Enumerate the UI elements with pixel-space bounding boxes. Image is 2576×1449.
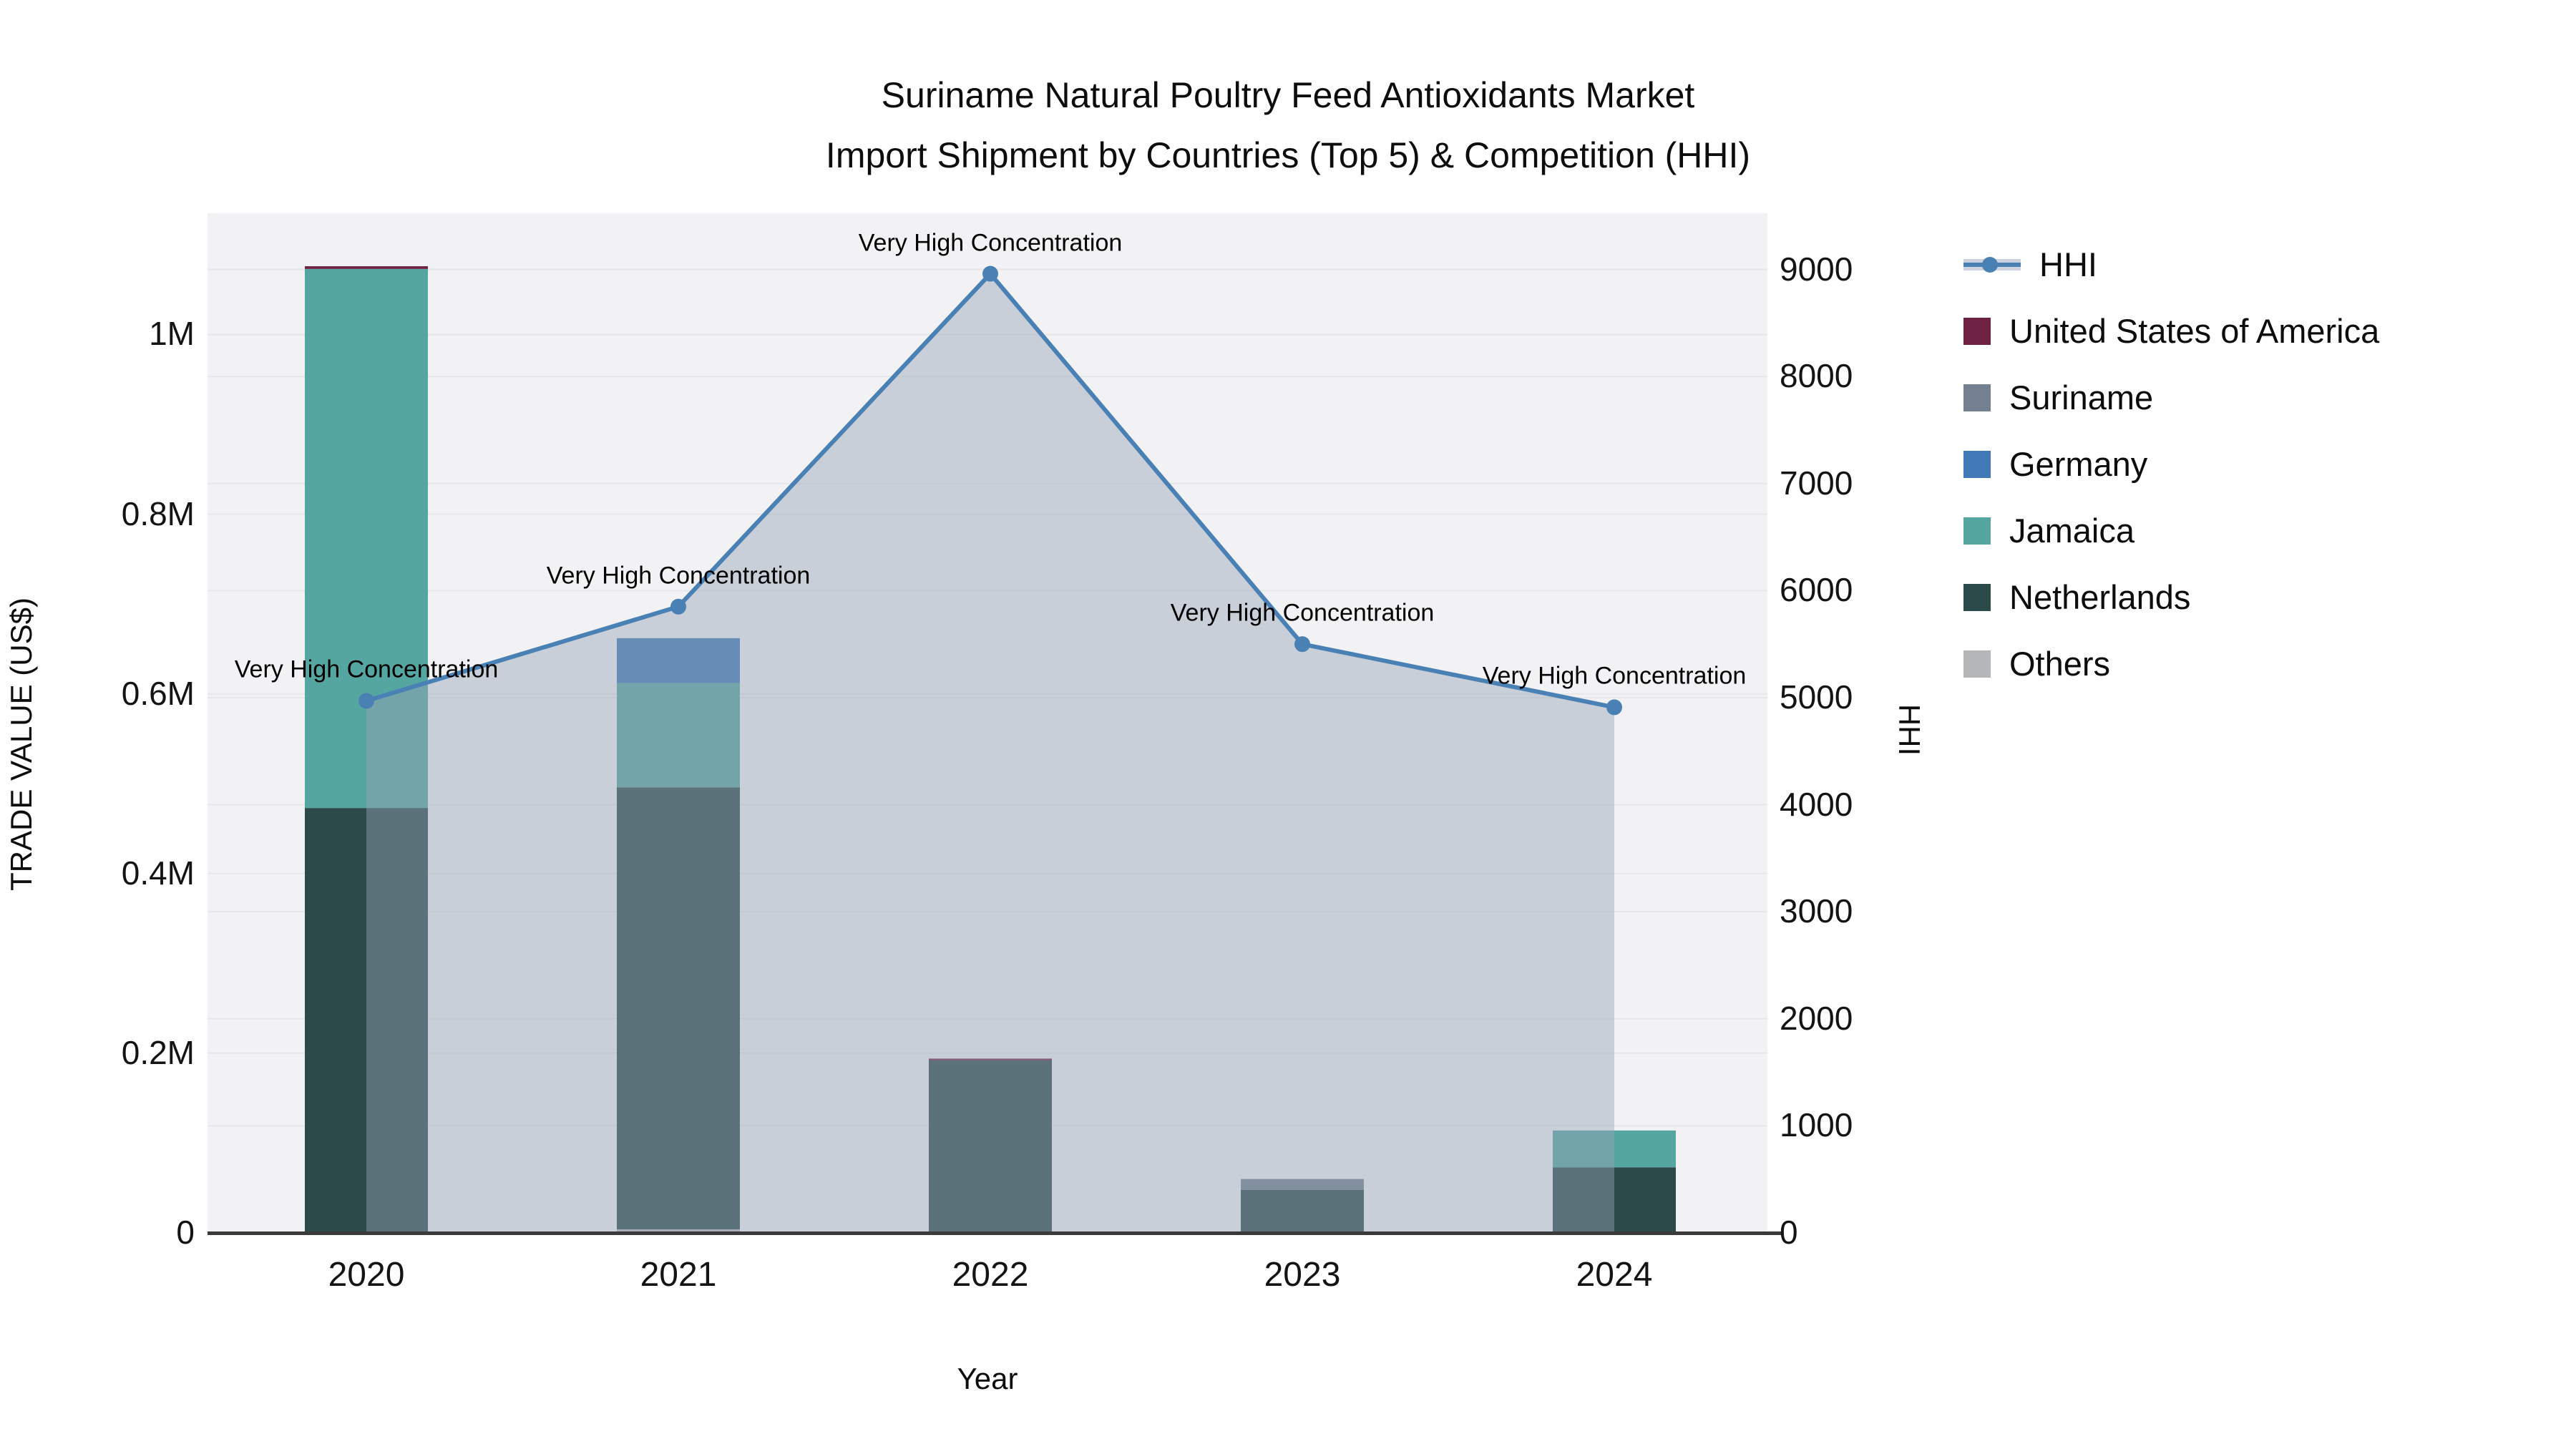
legend-label: United States of America — [2009, 312, 2380, 350]
x-axis-tick: 2021 — [640, 1256, 717, 1294]
annotation-very-high-concentration: Very High Concentration — [858, 229, 1123, 257]
legend-item-united-states-of-america: United States of America — [1963, 298, 2379, 364]
legend-label: Germany — [2009, 445, 2148, 483]
bar-segment-others — [617, 1229, 740, 1233]
legend-color-swatch — [1963, 450, 1991, 478]
legend-item-netherlands: Netherlands — [1963, 564, 2379, 630]
hhi-marker — [1294, 636, 1310, 653]
bar-segment-netherlands — [1241, 1189, 1364, 1233]
legend-color-swatch — [1963, 650, 1991, 678]
hhi-marker — [358, 693, 374, 709]
bar-segment-netherlands — [617, 787, 740, 1229]
bar-segment-jamaica — [305, 268, 428, 809]
right-axis-tick: 6000 — [1780, 571, 1853, 609]
annotation-very-high-concentration: Very High Concentration — [234, 655, 499, 683]
x-axis-tick: 2022 — [952, 1256, 1029, 1294]
legend: HHI United States of America Suriname Germa… — [1963, 231, 2379, 697]
left-axis-tick: 0 — [176, 1214, 195, 1251]
x-axis-title: Year — [957, 1362, 1018, 1395]
bar-segment-netherlands — [305, 808, 428, 1233]
x-axis-tick: 2024 — [1576, 1256, 1653, 1294]
chart-title-line-2: Import Shipment by Countries (Top 5) & C… — [825, 135, 1751, 175]
x-axis-tick: 2020 — [328, 1256, 405, 1294]
x-axis-tick: 2023 — [1264, 1256, 1341, 1294]
legend-color-swatch — [1963, 517, 1991, 545]
right-axis-tick: 3000 — [1780, 892, 1853, 930]
right-axis-tick: 7000 — [1780, 464, 1853, 502]
right-axis-tick: 0 — [1780, 1214, 1798, 1251]
x-axis-line — [208, 1231, 1782, 1235]
bar-segment-jamaica — [1553, 1130, 1676, 1168]
legend-label: HHI — [2039, 245, 2097, 283]
legend-color-swatch — [1963, 384, 1991, 411]
legend-label: Suriname — [2009, 379, 2154, 416]
right-axis-tick: 4000 — [1780, 785, 1853, 823]
hhi-marker — [982, 265, 998, 282]
legend-item-jamaica: Jamaica — [1963, 497, 2379, 564]
left-axis-tick: 0.8M — [121, 494, 195, 532]
legend-item-germany: Germany — [1963, 431, 2379, 497]
left-axis-tick: 0.4M — [121, 854, 195, 892]
legend-color-swatch — [1963, 583, 1991, 611]
bar-segment-jamaica — [617, 683, 740, 788]
hhi-marker — [670, 598, 686, 615]
right-axis-tick: 5000 — [1780, 678, 1853, 716]
bar-segment-netherlands — [929, 1060, 1052, 1233]
hhi-marker — [1606, 699, 1622, 716]
chart-title-line-1: Suriname Natural Poultry Feed Antioxidan… — [881, 75, 1695, 115]
annotation-very-high-concentration: Very High Concentration — [546, 562, 811, 590]
legend-label: Netherlands — [2009, 578, 2191, 616]
annotation-very-high-concentration: Very High Concentration — [1170, 599, 1435, 627]
bar-segment-united-states-of-america — [305, 266, 428, 269]
legend-item-hhi: HHI — [1963, 231, 2379, 298]
right-axis-tick: 9000 — [1780, 250, 1853, 288]
annotation-very-high-concentration: Very High Concentration — [1482, 662, 1747, 690]
bar-segment-united-states-of-america — [929, 1058, 1052, 1060]
legend-item-others: Others — [1963, 630, 2379, 697]
left-axis-tick: 1M — [149, 315, 195, 353]
bar-segment-netherlands — [1553, 1167, 1676, 1233]
left-axis-tick: 0.2M — [121, 1033, 195, 1071]
legend-label: Jamaica — [2009, 512, 2135, 550]
left-axis-tick: 0.6M — [121, 674, 195, 712]
right-axis-tick: 8000 — [1780, 357, 1853, 395]
legend-label: Others — [2009, 645, 2111, 683]
hhi-area-fill — [366, 273, 1614, 1233]
right-axis-tick: 1000 — [1780, 1106, 1853, 1144]
legend-item-suriname: Suriname — [1963, 364, 2379, 431]
legend-hhi-line-icon — [1963, 251, 2021, 278]
right-axis-tick: 2000 — [1780, 999, 1853, 1037]
bar-segment-germany — [617, 638, 740, 683]
left-axis-title: TRADE VALUE (US$) — [4, 597, 38, 891]
bar-segment-suriname — [1241, 1179, 1364, 1190]
legend-color-swatch — [1963, 317, 1991, 345]
